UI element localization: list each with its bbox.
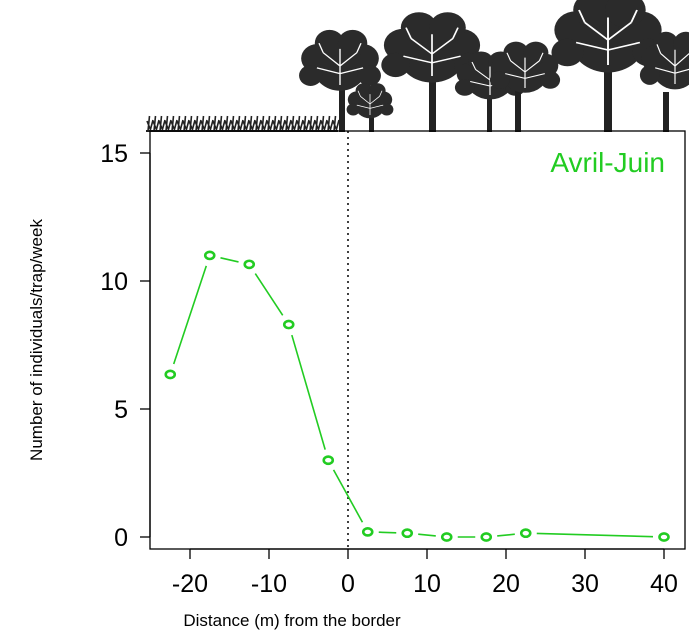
data-point <box>361 526 374 537</box>
series-line-segment <box>220 257 239 263</box>
x-tick-label: 20 <box>492 570 520 598</box>
x-tick-label: 10 <box>413 570 441 598</box>
y-axis: 0 5 10 15 <box>100 140 151 552</box>
x-tick-label: -10 <box>251 570 287 598</box>
tree-icon-7 <box>639 31 689 132</box>
series-line-segment <box>497 533 515 537</box>
tree-icon-2 <box>346 82 394 132</box>
series-line-segment <box>254 273 284 316</box>
period-annotation: Avril-Juin <box>550 147 665 178</box>
series-lines <box>172 257 654 538</box>
data-point <box>658 532 670 542</box>
data-point <box>243 259 256 270</box>
data-point <box>401 528 414 539</box>
tree-icon-4 <box>454 50 526 132</box>
data-point <box>322 455 335 466</box>
y-tick-label: 5 <box>114 396 128 424</box>
y-tick-label: 0 <box>114 524 128 552</box>
data-point <box>519 528 532 539</box>
y-axis-title: Number of individuals/trap/week <box>27 219 46 461</box>
series-line-segment <box>378 531 397 534</box>
y-tick-label: 15 <box>100 140 128 168</box>
x-tick-label: -20 <box>172 570 208 598</box>
data-point <box>203 250 216 261</box>
y-tick-label: 10 <box>100 268 128 296</box>
tree-icon-1 <box>298 29 382 132</box>
x-axis-title: Distance (m) from the border <box>183 611 401 630</box>
plot-frame <box>149 130 686 550</box>
data-point <box>164 369 177 380</box>
tree-icon-6 <box>550 0 666 132</box>
series-line-segment <box>536 532 654 538</box>
tree-icon-3 <box>380 11 484 132</box>
series-line-segment <box>332 469 364 523</box>
data-point <box>480 532 493 542</box>
series-points <box>164 250 670 542</box>
data-point <box>282 319 295 330</box>
grass-icon <box>146 115 340 132</box>
x-tick-label: 0 <box>341 570 355 598</box>
series-line-segment <box>172 265 208 365</box>
series-line-segment <box>418 533 436 537</box>
x-tick-label: 30 <box>571 570 599 598</box>
x-tick-label: 40 <box>650 570 678 598</box>
series-line-segment <box>291 334 326 450</box>
data-point <box>440 532 453 542</box>
habitat-illustration <box>146 0 689 132</box>
tree-icon-5 <box>489 41 561 132</box>
x-axis: -20 -10 0 10 20 30 40 <box>172 548 678 598</box>
